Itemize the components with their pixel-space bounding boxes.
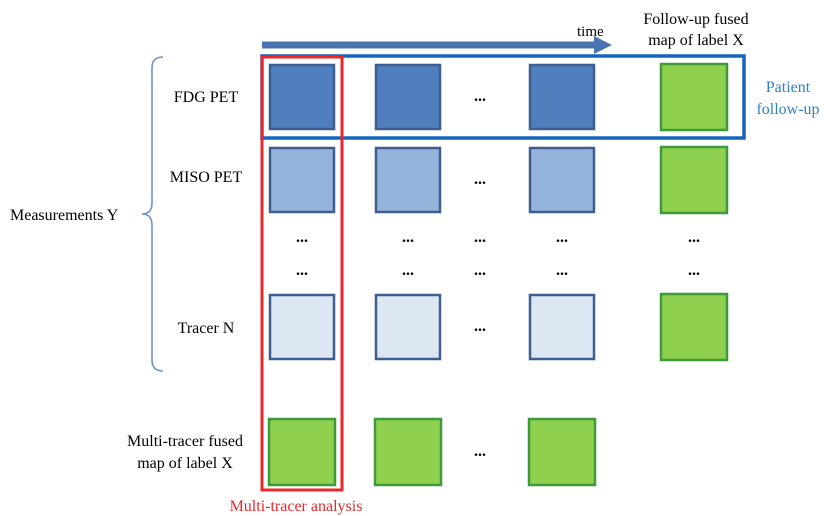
- multi-tracer-analysis-box: [260, 55, 344, 492]
- cell-r2-c4: [528, 146, 596, 214]
- cell-r1-c3: ...: [474, 88, 486, 105]
- cell-r2-c3: ...: [474, 171, 486, 188]
- cell-r4-c5: ...: [688, 262, 700, 279]
- fused-cell-c1: [267, 417, 337, 487]
- measurements-brace: [141, 56, 164, 372]
- cell-r3-c4: ...: [556, 229, 568, 246]
- cell-r1-c4: [528, 63, 596, 131]
- cell-r4-c2: ...: [402, 262, 414, 279]
- patient-label-line-2: follow-up: [756, 101, 819, 118]
- time-arrow: [262, 36, 612, 54]
- cell-r1-c2: [374, 63, 442, 131]
- row-label-fdg-pet: FDG PET: [174, 89, 239, 106]
- cell-r5-c4: [528, 293, 596, 361]
- multi-tracer-analysis-label: Multi-tracer analysis: [230, 498, 363, 515]
- follow-up-label-line-1: Follow-up fused: [643, 11, 748, 28]
- cell-r5-c3: ...: [474, 318, 486, 335]
- cell-r3-c3: ...: [474, 229, 486, 246]
- time-label: time: [577, 24, 604, 40]
- cell-r4-c3: ...: [474, 262, 486, 279]
- cell-r4-c1: ...: [296, 262, 308, 279]
- fused-row-label-line-1: Multi-tracer fused: [127, 433, 243, 450]
- cell-r5-c1: [268, 293, 336, 361]
- cell-r3-c1: ...: [296, 229, 308, 246]
- patient-label-line-1: Patient: [766, 79, 811, 96]
- fused-cell-c2: [373, 417, 443, 487]
- cell-grid: ........................................…: [267, 62, 729, 487]
- follow-up-label-line-2: map of label X: [648, 32, 744, 49]
- cell-r5-c2: [374, 293, 442, 361]
- cell-r3-c5: ...: [688, 229, 700, 246]
- fused-cell-c4: [527, 417, 597, 487]
- cell-r4-c4: ...: [556, 262, 568, 279]
- cell-r5-c5: [659, 292, 729, 362]
- row-label-miso-pet: MISO PET: [170, 169, 243, 186]
- row-label-tracer-n: Tracer N: [178, 320, 235, 337]
- fused-row-label-line-2: map of label X: [137, 455, 233, 472]
- cell-r1-c5: [659, 62, 729, 132]
- fused-cell-c3: ...: [474, 443, 486, 460]
- cell-r2-c2: [374, 146, 442, 214]
- cell-r1-c1: [268, 63, 336, 131]
- cell-r2-c1: [268, 146, 336, 214]
- cell-r2-c5: [659, 145, 729, 215]
- measurements-label: Measurements Y: [10, 207, 119, 224]
- cell-r3-c2: ...: [402, 229, 414, 246]
